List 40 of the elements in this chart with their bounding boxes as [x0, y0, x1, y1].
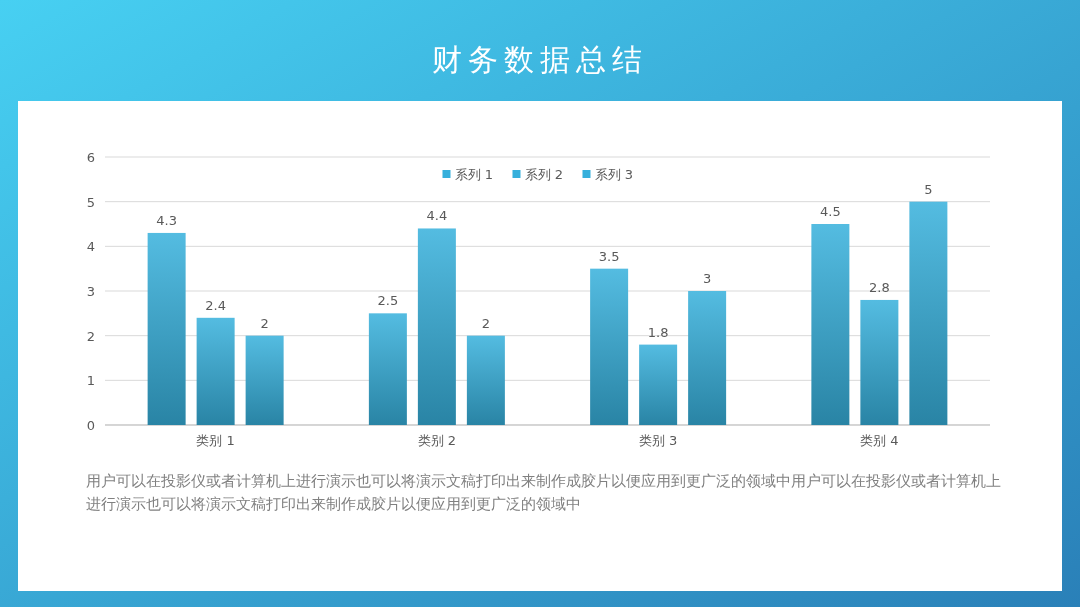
data-label: 5: [924, 181, 933, 197]
y-tick-label: 6: [86, 150, 95, 165]
bar: [466, 335, 505, 425]
data-label: 3: [702, 271, 712, 286]
data-label: 1.8: [647, 324, 669, 340]
x-tick-label: 类别 1: [196, 433, 235, 448]
bar: [811, 224, 850, 425]
bar: [688, 291, 727, 425]
data-label: 2.8: [869, 279, 890, 295]
y-tick-label: 0: [86, 418, 95, 433]
data-label: 2: [481, 315, 491, 331]
data-label: 4.4: [426, 208, 448, 224]
bar: [860, 299, 899, 425]
y-tick-label: 1: [86, 373, 95, 389]
legend-label: 系列 2: [524, 167, 563, 182]
bar: [245, 335, 284, 425]
bar: [639, 344, 678, 425]
bar: [909, 201, 948, 425]
x-tick-label: 类别 2: [417, 433, 457, 448]
data-label: 3.5: [598, 248, 620, 264]
data-label: 4.3: [156, 212, 177, 228]
data-label: 4.5: [820, 204, 841, 219]
y-tick-label: 2: [86, 328, 95, 344]
x-tick-label: 类别 3: [638, 433, 678, 448]
legend-label: 系列 1: [454, 167, 493, 182]
bar: [196, 317, 235, 425]
y-tick-label: 4: [86, 239, 95, 255]
text: 用户可以在投影仪或者计算机上进行演示也可以将演示文稿打印出来制作成胶片以便应用到更广泛的领域中用户可以在投影仪或者计算机上进行演示也可以将演示文稿打印出来制作成胶片以便应用到更广泛的领域中: [86, 471, 1001, 515]
data-label: 2.4: [205, 297, 226, 313]
legend-label: 系列 3: [594, 167, 633, 182]
data-label: 2: [260, 315, 269, 331]
bar: [147, 232, 186, 425]
data-label: 2.5: [377, 293, 399, 309]
chart-title: 财务数据总结: [432, 43, 648, 76]
bar: [590, 268, 629, 425]
x-tick-label: 类别 4: [860, 433, 899, 448]
bar: [417, 228, 456, 425]
y-tick-label: 5: [86, 194, 95, 210]
bar: [368, 313, 407, 425]
y-tick-label: 3: [86, 284, 95, 299]
